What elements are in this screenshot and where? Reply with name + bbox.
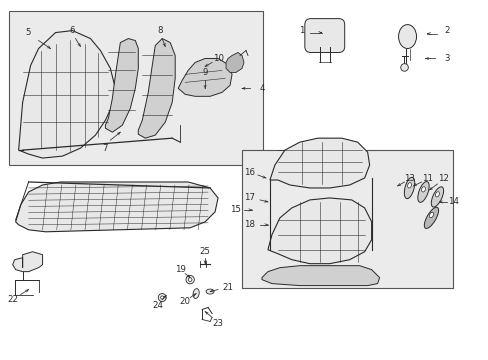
Text: 8: 8 — [157, 26, 163, 35]
Text: 5: 5 — [26, 28, 31, 37]
Text: 18: 18 — [244, 220, 255, 229]
Text: 10: 10 — [212, 54, 223, 63]
Circle shape — [185, 275, 194, 284]
Polygon shape — [178, 58, 232, 96]
Ellipse shape — [417, 181, 428, 202]
Circle shape — [188, 278, 192, 282]
Circle shape — [400, 64, 407, 71]
Text: 3: 3 — [444, 54, 449, 63]
Polygon shape — [19, 31, 115, 158]
Text: 24: 24 — [152, 301, 163, 310]
Circle shape — [158, 293, 166, 302]
Text: 22: 22 — [7, 295, 18, 304]
Ellipse shape — [424, 207, 438, 229]
Bar — [9, 11, 263, 165]
Text: 19: 19 — [174, 265, 185, 274]
Text: 17: 17 — [244, 193, 255, 202]
Polygon shape — [105, 39, 138, 132]
Text: 1: 1 — [299, 26, 304, 35]
Text: 2: 2 — [444, 26, 449, 35]
Text: 15: 15 — [229, 206, 240, 215]
Text: 16: 16 — [244, 167, 255, 176]
Polygon shape — [269, 138, 369, 188]
Text: 25: 25 — [199, 247, 210, 256]
Text: 7: 7 — [102, 144, 108, 153]
Text: 23: 23 — [212, 319, 223, 328]
FancyBboxPatch shape — [304, 19, 344, 53]
Text: 12: 12 — [437, 174, 448, 183]
Ellipse shape — [398, 24, 416, 49]
Text: 21: 21 — [222, 283, 233, 292]
Polygon shape — [16, 182, 218, 232]
Text: 14: 14 — [447, 197, 458, 206]
Ellipse shape — [434, 192, 439, 197]
Text: 9: 9 — [202, 68, 207, 77]
Text: 4: 4 — [259, 84, 264, 93]
Ellipse shape — [421, 187, 425, 192]
Ellipse shape — [404, 177, 414, 199]
Text: 20: 20 — [179, 297, 190, 306]
Ellipse shape — [193, 289, 199, 298]
Bar — [242, 150, 452, 288]
Text: 11: 11 — [421, 174, 432, 183]
Text: 13: 13 — [403, 174, 414, 183]
Polygon shape — [138, 39, 175, 138]
Circle shape — [161, 296, 163, 299]
Ellipse shape — [428, 212, 433, 218]
Polygon shape — [13, 252, 42, 272]
Polygon shape — [262, 266, 379, 285]
Text: 6: 6 — [70, 26, 75, 35]
Ellipse shape — [407, 183, 410, 188]
Ellipse shape — [430, 187, 443, 207]
Ellipse shape — [205, 289, 214, 294]
Polygon shape — [225, 53, 244, 72]
Polygon shape — [267, 198, 371, 264]
